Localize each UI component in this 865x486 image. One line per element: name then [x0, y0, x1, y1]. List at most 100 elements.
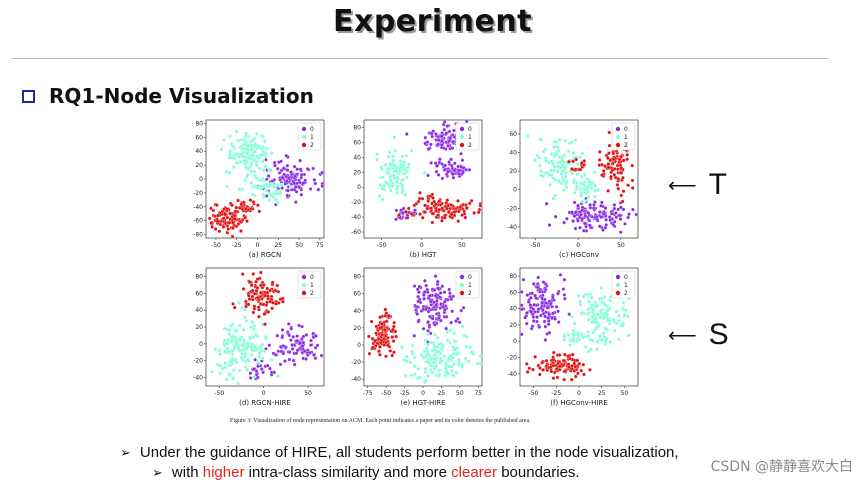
data-point-class-0 — [600, 200, 604, 205]
data-point-class-2 — [417, 196, 422, 201]
data-point-class-2 — [625, 153, 630, 157]
data-point-class-2 — [551, 376, 556, 380]
data-point-class-0 — [450, 146, 455, 150]
data-point-class-2 — [615, 183, 620, 187]
data-point-class-0 — [531, 307, 536, 311]
data-point-class-2 — [215, 219, 220, 224]
data-point-class-1 — [249, 181, 254, 185]
data-point-class-2 — [578, 167, 583, 172]
data-point-class-0 — [297, 323, 301, 328]
data-point-class-0 — [281, 166, 286, 171]
data-point-class-2 — [236, 198, 240, 203]
data-point-class-1 — [581, 335, 586, 340]
data-point-class-2 — [452, 210, 457, 214]
data-point-class-2 — [265, 286, 270, 291]
data-point-class-0 — [423, 141, 427, 146]
data-point-class-1 — [244, 318, 249, 323]
data-point-class-1 — [606, 318, 611, 323]
data-point-class-1 — [590, 320, 595, 325]
data-point-class-1 — [252, 327, 256, 331]
data-point-class-0 — [547, 312, 552, 317]
data-point-class-1 — [257, 354, 262, 359]
left-arrow-icon: ⟵ — [668, 174, 697, 197]
data-point-class-2 — [239, 229, 243, 233]
y-tick-label: 80 — [353, 124, 361, 131]
data-point-class-1 — [378, 183, 383, 187]
y-tick-label: 40 — [195, 307, 203, 314]
data-point-class-2 — [378, 352, 382, 357]
data-point-class-1 — [601, 331, 606, 336]
data-point-class-2 — [255, 295, 260, 300]
data-point-class-1 — [405, 175, 409, 180]
data-point-class-0 — [300, 344, 305, 348]
data-point-class-0 — [538, 287, 543, 292]
data-point-class-2 — [234, 224, 239, 229]
data-point-class-1 — [261, 183, 266, 188]
data-point-class-0 — [312, 178, 317, 182]
data-point-class-2 — [569, 167, 574, 171]
data-point-class-0 — [451, 175, 456, 180]
data-point-class-1 — [388, 175, 393, 180]
data-point-class-1 — [400, 345, 404, 350]
data-point-class-2 — [444, 206, 449, 211]
data-point-class-1 — [561, 178, 566, 183]
data-point-class-1 — [393, 148, 398, 153]
data-point-class-0 — [280, 175, 285, 180]
data-point-class-0 — [287, 350, 292, 354]
x-tick-label: 50 — [621, 390, 629, 397]
data-point-class-0 — [293, 185, 298, 189]
data-point-class-1 — [225, 346, 230, 351]
data-point-class-0 — [591, 206, 596, 210]
data-point-class-2 — [374, 331, 378, 336]
data-point-class-0 — [541, 308, 545, 312]
data-point-class-1 — [579, 193, 583, 198]
data-point-class-1 — [263, 151, 268, 156]
data-point-class-2 — [443, 215, 447, 220]
data-point-class-1 — [263, 164, 268, 169]
legend-label: 1 — [624, 282, 628, 289]
data-point-class-2 — [378, 345, 382, 349]
data-point-class-2 — [626, 183, 630, 188]
data-point-class-1 — [428, 340, 433, 344]
data-point-class-2 — [250, 297, 255, 302]
data-point-class-2 — [275, 283, 280, 288]
legend-label: 1 — [624, 134, 628, 141]
data-point-class-1 — [415, 376, 420, 380]
data-point-class-2 — [527, 366, 532, 371]
data-point-class-0 — [452, 168, 457, 173]
data-point-class-2 — [557, 353, 562, 357]
x-tick-label: -50 — [377, 242, 387, 249]
data-point-class-0 — [525, 293, 530, 297]
data-point-class-0 — [545, 305, 550, 310]
data-point-class-2 — [405, 215, 410, 220]
data-point-class-0 — [445, 297, 450, 302]
data-point-class-1 — [579, 181, 584, 186]
data-point-class-0 — [248, 376, 253, 380]
data-point-class-0 — [289, 338, 293, 342]
data-point-class-0 — [300, 324, 304, 329]
data-point-class-1 — [409, 148, 414, 153]
data-point-class-1 — [428, 368, 433, 372]
data-point-class-0 — [282, 172, 287, 177]
data-point-class-0 — [614, 211, 618, 215]
data-point-class-1 — [590, 302, 594, 307]
data-point-class-0 — [424, 283, 429, 288]
data-point-class-2 — [456, 209, 461, 214]
data-point-class-1 — [562, 153, 567, 158]
data-point-class-1 — [242, 158, 247, 163]
data-point-class-0 — [618, 213, 622, 218]
legend-marker-0 — [615, 126, 621, 132]
data-point-class-0 — [619, 205, 623, 210]
data-point-class-0 — [521, 277, 526, 282]
data-point-class-1 — [543, 171, 548, 175]
data-point-class-2 — [600, 162, 604, 167]
data-point-class-0 — [601, 228, 605, 232]
data-point-class-0 — [535, 315, 539, 319]
data-point-class-0 — [299, 192, 304, 197]
data-point-class-0 — [436, 173, 441, 177]
data-point-class-0 — [287, 357, 292, 362]
data-point-class-1 — [593, 314, 597, 318]
data-point-class-2 — [391, 339, 396, 343]
checkbox-bullet-icon — [22, 89, 35, 103]
